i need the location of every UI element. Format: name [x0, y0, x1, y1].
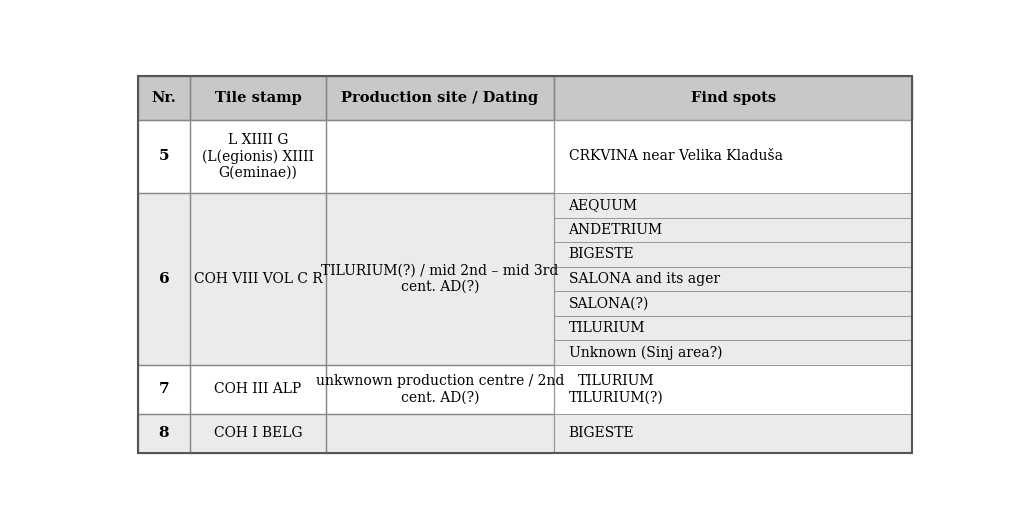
Bar [554, 316, 912, 340]
Bar [554, 242, 912, 267]
Bar [137, 120, 190, 193]
Bar [190, 120, 326, 193]
Text: 6: 6 [159, 272, 169, 286]
Bar [137, 120, 190, 193]
Bar [190, 413, 326, 453]
Bar [554, 267, 912, 291]
Text: 7: 7 [159, 382, 169, 396]
Text: ANDETRIUM: ANDETRIUM [568, 223, 663, 237]
Text: 5: 5 [159, 149, 169, 163]
Bar [554, 413, 912, 453]
Bar [326, 365, 554, 413]
Bar [326, 365, 554, 413]
Text: TILURIUM
TILURIUM(?): TILURIUM TILURIUM(?) [568, 374, 664, 404]
Bar [190, 365, 326, 413]
Bar [137, 193, 190, 365]
Bar [554, 120, 912, 193]
Text: Production site / Dating: Production site / Dating [341, 91, 539, 105]
Bar [326, 76, 554, 120]
Bar [554, 365, 912, 413]
Text: Tile stamp: Tile stamp [215, 91, 301, 105]
Text: BIGESTE: BIGESTE [568, 248, 634, 262]
Bar [554, 413, 912, 453]
Bar [554, 120, 912, 193]
Bar [554, 291, 912, 316]
Bar [190, 120, 326, 193]
Text: Nr.: Nr. [152, 91, 176, 105]
Text: Unknown (Sinj area?): Unknown (Sinj area?) [568, 345, 722, 359]
Text: SALONA and its ager: SALONA and its ager [568, 272, 720, 286]
Bar [554, 316, 912, 340]
Bar [190, 193, 326, 365]
Bar [554, 218, 912, 242]
Bar [137, 76, 190, 120]
Text: TILURIUM: TILURIUM [568, 321, 645, 335]
Text: 8: 8 [159, 426, 169, 440]
Text: L XIIII G
(L(egionis) XIIII
G(eminae)): L XIIII G (L(egionis) XIIII G(eminae)) [202, 133, 314, 180]
Text: BIGESTE: BIGESTE [568, 426, 634, 440]
Bar [137, 413, 190, 453]
Bar [190, 193, 326, 365]
Bar [137, 413, 190, 453]
Bar [137, 193, 190, 365]
Bar [554, 193, 912, 218]
Bar [554, 340, 912, 365]
Text: COH I BELG: COH I BELG [214, 426, 302, 440]
Bar [554, 76, 912, 120]
Text: TILURIUM(?) / mid 2nd – mid 3rd
cent. AD(?): TILURIUM(?) / mid 2nd – mid 3rd cent. AD… [322, 264, 559, 294]
Bar [554, 193, 912, 218]
Bar [554, 365, 912, 413]
Text: SALONA(?): SALONA(?) [568, 296, 649, 310]
Text: COH VIII VOL C R: COH VIII VOL C R [194, 272, 323, 286]
Bar [326, 413, 554, 453]
Text: CRKVINA near Velika Kladuša: CRKVINA near Velika Kladuša [568, 149, 782, 163]
Bar [326, 193, 554, 365]
Bar [554, 218, 912, 242]
Bar [137, 76, 190, 120]
Text: COH III ALP: COH III ALP [214, 382, 302, 396]
Text: AEQUUM: AEQUUM [568, 199, 638, 212]
Bar [326, 120, 554, 193]
Bar [554, 340, 912, 365]
Text: Find spots: Find spots [690, 91, 776, 105]
Bar [137, 365, 190, 413]
Bar [554, 267, 912, 291]
Bar [326, 120, 554, 193]
Bar [326, 76, 554, 120]
Bar [554, 242, 912, 267]
Bar [326, 413, 554, 453]
Bar [190, 76, 326, 120]
Bar [190, 76, 326, 120]
Bar [190, 365, 326, 413]
Bar [554, 291, 912, 316]
Bar [137, 365, 190, 413]
Bar [326, 193, 554, 365]
Bar [190, 413, 326, 453]
Text: unkwnown production centre / 2nd
cent. AD(?): unkwnown production centre / 2nd cent. A… [315, 374, 564, 404]
Bar [554, 76, 912, 120]
